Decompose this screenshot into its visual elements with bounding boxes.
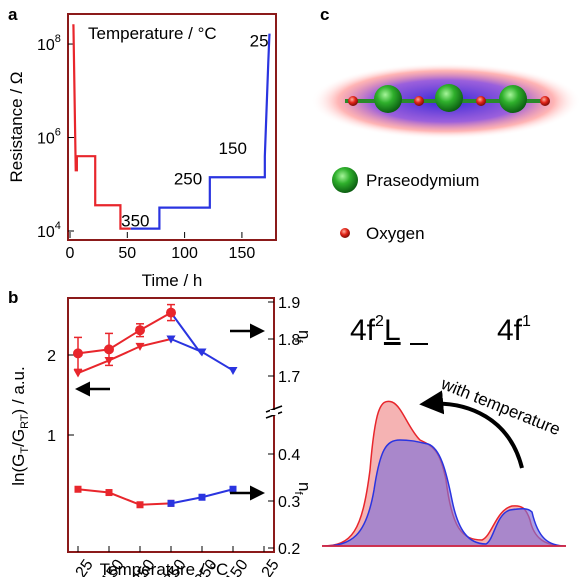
chart-a-xtick-label: 150 (229, 245, 256, 262)
chart-a-step-label: 350 (121, 211, 149, 230)
chart-a-step-label: 250 (174, 169, 202, 188)
chart-b-series-0-heating-line (77, 311, 172, 355)
chart-b-point-triangle (228, 366, 238, 375)
config-4f1: 4f1 (497, 313, 531, 347)
legend-oxygen-label: Oxygen (366, 224, 425, 243)
chart-a-step-label: 25 (250, 31, 269, 50)
oxygen-atom-icon (540, 96, 550, 106)
legend-praseodymium-icon (332, 167, 358, 193)
chart-b-right-label-lower: nf (292, 482, 314, 495)
chart-a-ytick-label: 104 (37, 220, 61, 241)
chart-b-left-ytick-label: 1 (47, 428, 56, 445)
chart-b-right-ytick-label: 1.8 (278, 332, 300, 349)
chart-b: 25 150 250 350 250 150 25121.91.81.70.40.30.2 … (9, 295, 314, 577)
praseodymium-atom-icon (499, 85, 527, 113)
axis-break-icon (265, 405, 283, 419)
panel-c-structure: Praseodymium Oxygen 4f2L 4f1 with temper… (311, 63, 579, 547)
legend-oxygen-icon (340, 228, 350, 238)
chart-a-xtick-label: 50 (118, 245, 136, 262)
chart-b-point-triangle (104, 356, 114, 365)
config-4f2L: 4f2L (350, 313, 401, 347)
chart-a-xlabel: Time / h (142, 271, 203, 290)
chart-b-right-ytick-label: 1.9 (278, 295, 300, 312)
chart-b-ylabel: ln(GT/GRT) / a.u. (9, 366, 31, 485)
temperature-arrow-icon (419, 390, 524, 469)
chart-b-series-2-heating-line (77, 488, 172, 506)
chart-a-annotation-header: Temperature / °C (88, 24, 217, 43)
chart-b-point-square (167, 499, 175, 507)
chart-b-series-0-cooling-line (170, 312, 203, 356)
panel-label-b: b (8, 288, 18, 307)
chart-b-point-circle (104, 344, 114, 355)
panel-label-c: c (320, 5, 329, 24)
chart-a-series-red-line (72, 24, 131, 230)
chart-b-point-square (105, 489, 113, 497)
chart-a-ylabel: Resistance / Ω (7, 72, 26, 183)
chart-b-right-ytick-label: 0.4 (278, 447, 300, 464)
chart-b-point-triangle (73, 369, 83, 378)
chart-b-series-1-heating-line (77, 338, 172, 374)
chart-b-right-label-upper: nf (292, 330, 314, 343)
chart-b-xtick-label: 25 (259, 556, 283, 577)
chart-b-point-square (229, 485, 237, 493)
chart-b-right-ytick-label: 0.3 (278, 494, 300, 511)
chart-b-right-ytick-label: 1.7 (278, 369, 300, 386)
oxygen-atom-icon (414, 96, 424, 106)
chart-a-series-blue-line (130, 33, 271, 230)
chart-b-point-triangle (166, 335, 176, 344)
chart-b-xlabel: Temperature / °C (100, 560, 229, 577)
chart-a-xtick-label: 0 (66, 245, 75, 262)
chart-a-ytick-label: 106 (37, 127, 61, 148)
oxygen-atom-icon (476, 96, 486, 106)
chart-b-right-ytick-label: 0.2 (278, 541, 300, 558)
chart-a-ytick-label: 108 (37, 33, 61, 54)
chart-b-point-triangle (197, 348, 207, 357)
legend-praseodymium-label: Praseodymium (366, 171, 479, 190)
chart-a: Temperature / °C 0 50 100 150 104 106 108 350 2… (7, 13, 277, 290)
chart-b-point-triangle (135, 342, 145, 351)
chart-b-point-circle (73, 348, 83, 359)
spectrum-blue (321, 439, 567, 547)
panel-label-a: a (8, 5, 18, 24)
praseodymium-atom-icon (374, 85, 402, 113)
chart-b-point-square (198, 493, 206, 501)
oxygen-atom-icon (348, 96, 358, 106)
chart-b-point-square (74, 485, 82, 493)
praseodymium-atom-icon (435, 84, 463, 112)
chart-b-point-circle (135, 325, 145, 336)
chart-a-frame (67, 13, 277, 241)
chart-a-step-label: 150 (219, 139, 247, 158)
chart-b-left-ytick-label: 2 (47, 348, 56, 365)
chart-b-xtick-label: 25 (73, 556, 97, 577)
chart-a-xtick-label: 100 (171, 245, 198, 262)
chart-b-point-circle (166, 307, 176, 318)
chart-b-point-square (136, 501, 144, 509)
